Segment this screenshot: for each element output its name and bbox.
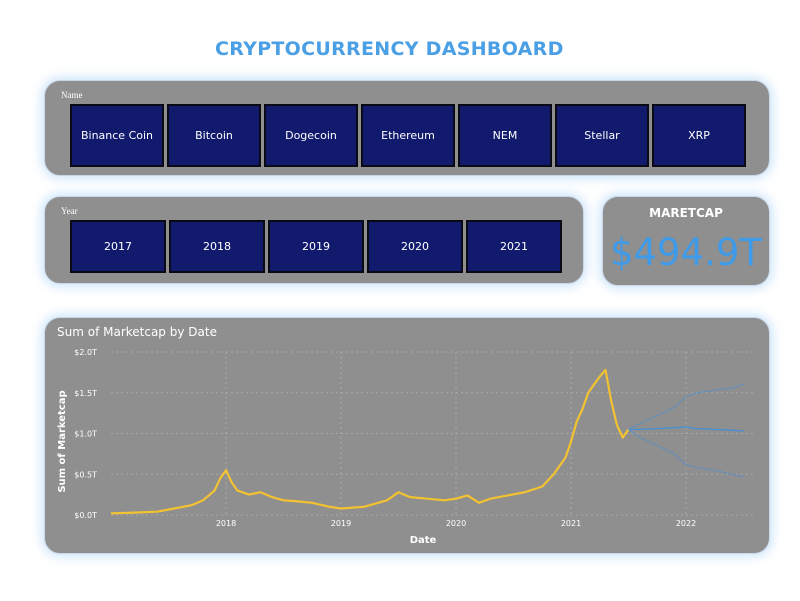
slicer-item-dogecoin[interactable]: Dogecoin [264, 104, 358, 167]
series-line-actual [110, 368, 630, 515]
y-tick-label: $0.5T [74, 470, 97, 479]
chart-title: Sum of Marketcap by Date [57, 325, 217, 339]
kpi-value: $494.9T [609, 231, 763, 274]
x-tick-label: 2019 [331, 519, 351, 528]
x-tick-label: 2022 [676, 519, 696, 528]
dashboard-title: CRYPTOCURRENCY DASHBOARD [215, 38, 564, 60]
marketcap-kpi-card: MARETCAP $494.9T [602, 196, 770, 286]
year-slicer-panel: Year 2017 2018 2019 2020 2021 [44, 196, 584, 284]
slicer-item-2019[interactable]: 2019 [268, 220, 364, 273]
y-tick-label: $1.5T [74, 389, 97, 398]
year-slicer-label: Year [61, 206, 78, 216]
name-slicer: Binance Coin Bitcoin Dogecoin Ethereum N… [70, 104, 746, 167]
slicer-item-stellar[interactable]: Stellar [555, 104, 649, 167]
y-axis-title: Sum of Marketcap [57, 390, 68, 492]
series-line-forecast [628, 426, 744, 432]
y-tick-label: $2.0T [74, 348, 97, 357]
slicer-item-ethereum[interactable]: Ethereum [361, 104, 455, 167]
x-tick-label: 2020 [446, 519, 466, 528]
series-line-forecast-upper [628, 384, 744, 430]
y-tick-label: $0.0T [74, 511, 97, 520]
y-tick-label: $1.0T [74, 430, 97, 439]
slicer-item-2021[interactable]: 2021 [466, 220, 562, 273]
marketcap-chart-panel: Sum of Marketcap by Date $0.0T $0.5T $1.0T… [44, 317, 770, 554]
name-slicer-panel: Name Binance Coin Bitcoin Dogecoin Ether… [44, 80, 770, 176]
year-slicer: 2017 2018 2019 2020 2021 [70, 220, 562, 273]
slicer-item-xrp[interactable]: XRP [652, 104, 746, 167]
slicer-item-binance-coin[interactable]: Binance Coin [70, 104, 164, 167]
slicer-item-2020[interactable]: 2020 [367, 220, 463, 273]
x-axis-title: Date [410, 535, 437, 546]
series-line-forecast-lower [628, 428, 744, 478]
x-tick-label: 2021 [561, 519, 581, 528]
slicer-item-nem[interactable]: NEM [458, 104, 552, 167]
slicer-item-bitcoin[interactable]: Bitcoin [167, 104, 261, 167]
name-slicer-label: Name [61, 90, 83, 100]
kpi-label: MARETCAP [649, 206, 723, 220]
slicer-item-2017[interactable]: 2017 [70, 220, 166, 273]
marketcap-line-chart: $0.0T $0.5T $1.0T $1.5T $2.0T 2018 2019 2020 202… [57, 348, 755, 546]
x-tick-label: 2018 [216, 519, 236, 528]
slicer-item-2018[interactable]: 2018 [169, 220, 265, 273]
